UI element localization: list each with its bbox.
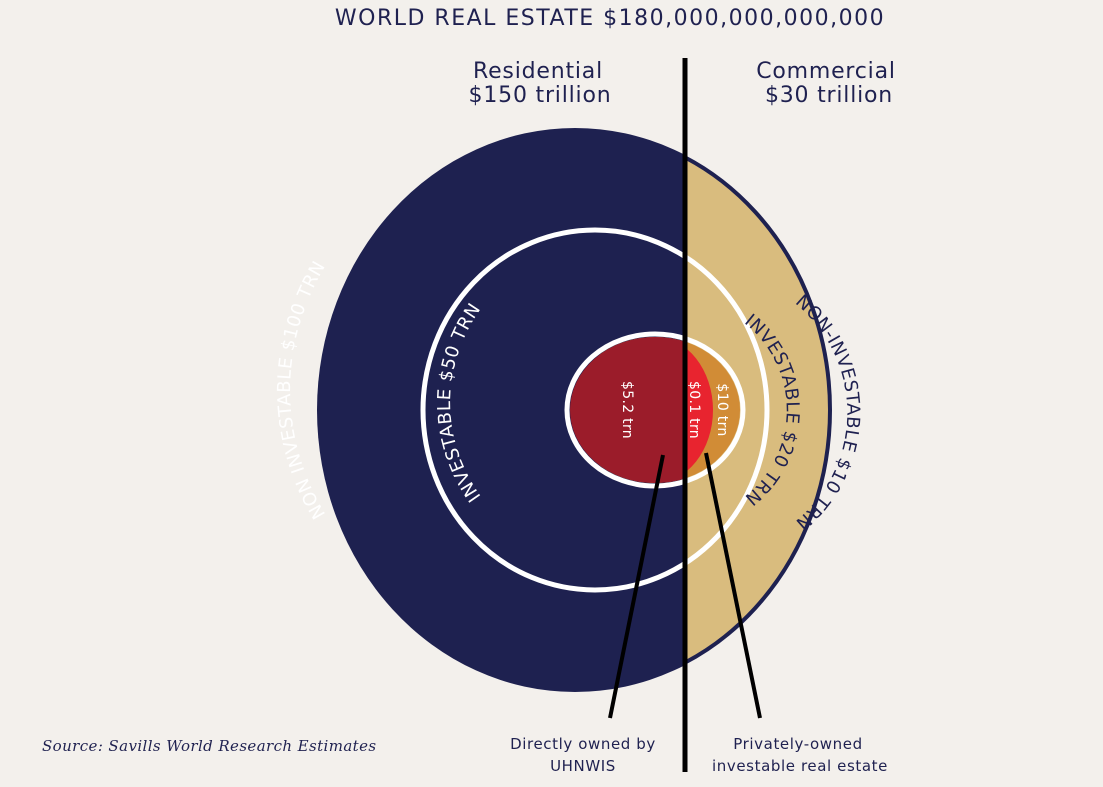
commercial-uhnwi-value: $0.1 trn bbox=[686, 381, 702, 439]
private-callout-line2: investable real estate bbox=[712, 757, 888, 775]
residential-uhnwi-value: $5.2 trn bbox=[619, 381, 635, 439]
commercial-total: $30 trillion bbox=[765, 83, 893, 108]
private-callout-line1: Privately-owned bbox=[733, 735, 862, 753]
residential-heading: Residential bbox=[473, 59, 603, 84]
uhnwi-callout-line2: UHNWIS bbox=[550, 757, 616, 775]
investable-ring bbox=[420, 227, 770, 593]
commercial-private-value: $10 trn bbox=[714, 383, 730, 436]
private-pointer-line bbox=[704, 452, 762, 719]
residential-non-investable-segment bbox=[317, 128, 685, 692]
uhnwi-pointer-line bbox=[608, 454, 665, 719]
diagram-title: WORLD REAL ESTATE $180,000,000,000,000 bbox=[335, 6, 885, 31]
source-note: Source: Savills World Research Estimates bbox=[42, 737, 377, 755]
commercial-heading: Commercial bbox=[756, 59, 896, 84]
residential-total: $150 trillion bbox=[469, 83, 612, 108]
uhnwi-callout-line1: Directly owned by bbox=[510, 735, 656, 753]
